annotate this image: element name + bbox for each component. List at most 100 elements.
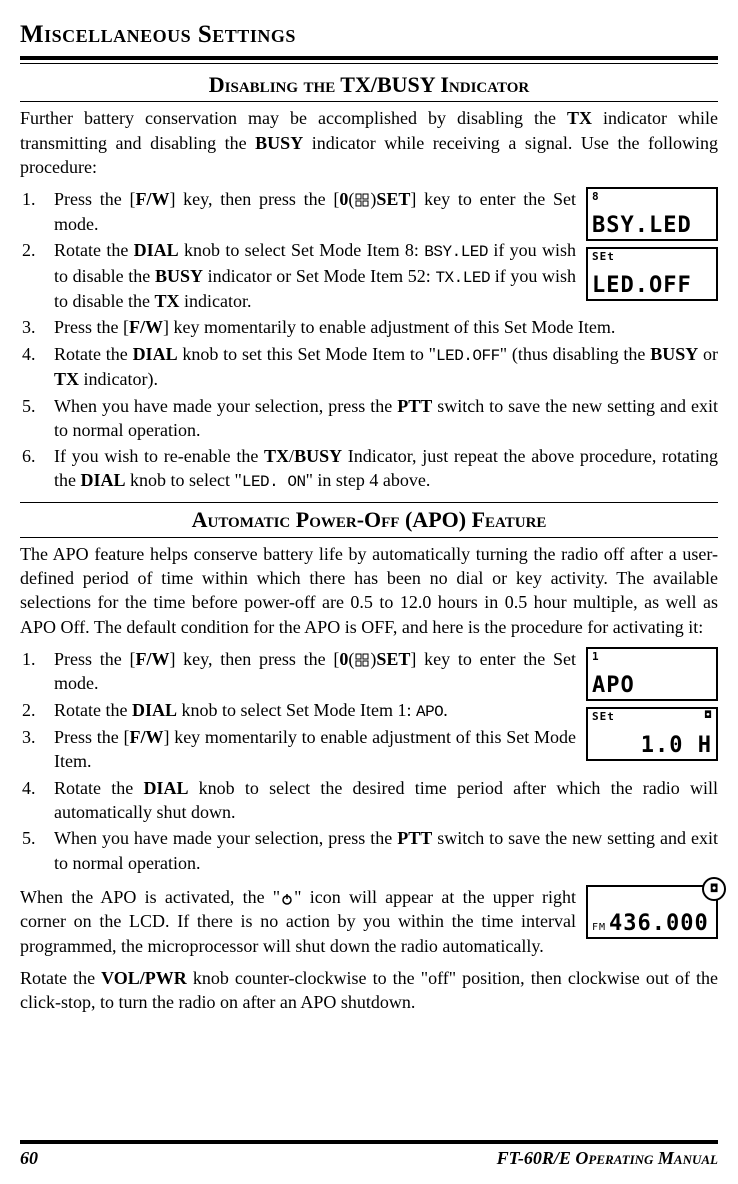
- lcd-top: SEt: [592, 251, 712, 262]
- step-1: 1. Press the [F/W] key, then press the […: [20, 187, 576, 236]
- t: Rotate the: [20, 968, 101, 988]
- step-2: 2. Rotate the DIAL knob to select Set Mo…: [20, 698, 576, 724]
- power-icon: ◘: [705, 711, 712, 722]
- key: DIAL: [133, 344, 178, 364]
- mono: LED. ON: [242, 473, 306, 491]
- step-4: 4. Rotate the DIAL knob to set this Set …: [20, 342, 718, 392]
- step-text: Press the [F/W] key momentarily to enabl…: [54, 725, 576, 774]
- key: SET: [376, 649, 410, 669]
- step-num: 6.: [20, 444, 54, 494]
- lcd-main: 436.000: [609, 913, 709, 935]
- key: PTT: [397, 828, 432, 848]
- t: If you wish to re-enable the: [54, 446, 264, 466]
- mono: TX.LED: [435, 269, 490, 287]
- lcd-frequency: FM 436.000: [586, 885, 718, 939]
- step-text: When you have made your selection, press…: [54, 826, 718, 875]
- lcd-ledoff: SEt LED.OFF: [586, 247, 718, 301]
- step-text: If you wish to re-enable the TX/BUSY Ind…: [54, 444, 718, 494]
- step-text: Press the [F/W] key momentarily to enabl…: [54, 315, 718, 339]
- step-text: Press the [F/W] key, then press the [0()…: [54, 187, 576, 236]
- key: DIAL: [134, 240, 179, 260]
- lcd-apo: 1 APO: [586, 647, 718, 701]
- lcd-main: 1.0 H: [592, 735, 712, 757]
- t: Press the [: [54, 317, 129, 337]
- step-num: 4.: [20, 776, 54, 825]
- key: TX: [264, 446, 289, 466]
- step-num: 1.: [20, 187, 54, 236]
- mono: BSY.LED: [424, 243, 488, 261]
- step-text: Rotate the DIAL knob to select the desir…: [54, 776, 718, 825]
- key: TX: [54, 369, 79, 389]
- t: (: [348, 649, 354, 669]
- section2-para3: Rotate the VOL/PWR knob counter-clockwis…: [20, 966, 718, 1015]
- key: DIAL: [143, 778, 188, 798]
- t: Rotate the: [54, 700, 132, 720]
- step-3: 3. Press the [F/W] key momentarily to en…: [20, 725, 576, 774]
- lcd-main: LED.OFF: [592, 275, 712, 297]
- step-3: 3. Press the [F/W] key momentarily to en…: [20, 315, 718, 339]
- section2-intro: The APO feature helps conserve battery l…: [20, 542, 718, 639]
- set-icon: [355, 193, 369, 207]
- step-num: 5.: [20, 394, 54, 443]
- key: F/W: [135, 189, 169, 209]
- step-num: 2.: [20, 698, 54, 724]
- lcd-bsyled: 8 BSY.LED: [586, 187, 718, 241]
- page-footer: 60 FT-60R/E Operating Manual: [20, 1140, 718, 1170]
- t: When the APO is activated, the ": [20, 887, 280, 907]
- power-icon: [281, 893, 293, 905]
- step-2: 2. Rotate the DIAL knob to select Set Mo…: [20, 238, 576, 313]
- t: Rotate the: [54, 778, 143, 798]
- step-5: 5. When you have made your selection, pr…: [20, 826, 718, 875]
- section1-title: Disabling the TX/BUSY Indicator: [20, 68, 718, 103]
- t: ] key momentarily to enable adjustment o…: [163, 317, 615, 337]
- section2-title: Automatic Power-Off (APO) Feature: [20, 503, 718, 538]
- t: Rotate the: [54, 240, 134, 260]
- t: " (thus disabling the: [500, 344, 650, 364]
- lcd-group-2: 1 APO SEt ◘ 1.0 H: [586, 647, 718, 761]
- set-icon: [355, 653, 369, 667]
- apo-indicator-callout: ◘: [702, 877, 726, 901]
- key: TX: [154, 291, 179, 311]
- step-num: 3.: [20, 315, 54, 339]
- step-text: Rotate the DIAL knob to select Set Mode …: [54, 238, 576, 313]
- lcd-main: BSY.LED: [592, 215, 712, 237]
- key: F/W: [129, 727, 163, 747]
- lcd-top: 8: [592, 191, 712, 202]
- t: knob to select ": [126, 470, 242, 490]
- key: BUSY: [650, 344, 698, 364]
- mono: APO: [416, 703, 443, 721]
- t: Press the [: [54, 189, 135, 209]
- step-num: 5.: [20, 826, 54, 875]
- t: .: [443, 700, 448, 720]
- key-tx: TX: [567, 108, 592, 128]
- lcd-set-time: SEt ◘ 1.0 H: [586, 707, 718, 761]
- lcd-top: 1: [592, 651, 712, 662]
- step-num: 2.: [20, 238, 54, 313]
- key: DIAL: [81, 470, 126, 490]
- t: indicator or Set Mode Item 52:: [203, 266, 436, 286]
- t: knob to set this Set Mode Item to ": [178, 344, 436, 364]
- title-rule: [20, 56, 718, 64]
- key: F/W: [135, 649, 169, 669]
- step-5: 5. When you have made your selection, pr…: [20, 394, 718, 443]
- step-4: 4. Rotate the DIAL knob to select the de…: [20, 776, 718, 825]
- section1-intro: Further battery conservation may be acco…: [20, 106, 718, 179]
- key: VOL/PWR: [101, 968, 187, 988]
- page-number: 60: [20, 1146, 38, 1170]
- step-1: 1. Press the [F/W] key, then press the […: [20, 647, 576, 696]
- t: or: [698, 344, 718, 364]
- step-num: 1.: [20, 647, 54, 696]
- key: BUSY: [155, 266, 203, 286]
- t: Rotate the: [54, 344, 133, 364]
- key: SET: [376, 189, 410, 209]
- t: indicator.: [180, 291, 252, 311]
- t: ] key, then press the [: [169, 649, 339, 669]
- step-text: When you have made your selection, press…: [54, 394, 718, 443]
- step-text: Press the [F/W] key, then press the [0()…: [54, 647, 576, 696]
- lcd-main: APO: [592, 675, 712, 697]
- t: knob to select Set Mode Item 1:: [177, 700, 416, 720]
- t: (: [348, 189, 354, 209]
- lcd-group-1: 8 BSY.LED SEt LED.OFF: [586, 187, 718, 301]
- key: DIAL: [132, 700, 177, 720]
- key: F/W: [129, 317, 163, 337]
